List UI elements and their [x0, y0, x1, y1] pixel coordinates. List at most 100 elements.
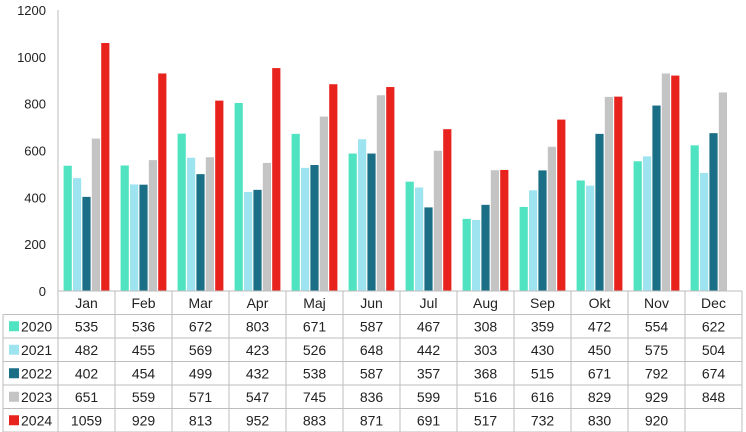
table-cell-value: 622 — [702, 318, 726, 334]
bar-2020-Okt — [576, 180, 585, 291]
table-cell-value: 671 — [588, 365, 612, 381]
bar-2020-Jan — [63, 165, 72, 291]
table-cell-value: 303 — [474, 342, 498, 358]
table-cell-value: 535 — [75, 318, 99, 334]
bar-2021-Feb — [130, 184, 139, 291]
legend-swatch-2021 — [9, 344, 19, 355]
category-label: Dec — [701, 295, 726, 311]
bar-2022-Jan — [82, 196, 91, 291]
bar-2022-Maj — [310, 165, 319, 291]
category-label: Nov — [644, 295, 669, 311]
table-cell-value: 423 — [246, 342, 270, 358]
table-cell-value: 515 — [531, 365, 555, 381]
table-cell-value: 848 — [702, 389, 726, 405]
bar-2021-Jan — [73, 178, 82, 291]
table-cell-value: 920 — [645, 412, 669, 428]
bar-2022-Jun — [367, 153, 376, 291]
table-cell-value: 575 — [645, 342, 669, 358]
bar-2024-Sep — [557, 119, 566, 291]
bar-2023-Sep — [547, 146, 556, 291]
table-cell-value: 929 — [645, 389, 669, 405]
table-cell-value: 308 — [474, 318, 498, 334]
bar-2024-Apr — [272, 68, 281, 291]
series-label: 2022 — [21, 365, 52, 381]
series-label: 2024 — [21, 412, 52, 428]
table-cell-value: 482 — [75, 342, 99, 358]
table-cell-value: 430 — [531, 342, 555, 358]
bar-2024-Aug — [500, 169, 509, 291]
bars — [63, 43, 727, 292]
bar-2022-Okt — [595, 133, 604, 291]
y-tick-label: 1000 — [17, 50, 46, 65]
legend-swatch-2020 — [9, 321, 19, 332]
bar-2021-Okt — [586, 185, 595, 292]
bar-2024-Maj — [329, 84, 338, 291]
table-cell-value: 671 — [303, 318, 327, 334]
table-cell-value: 454 — [132, 365, 156, 381]
bar-2020-Feb — [120, 165, 129, 291]
bar-2020-Apr — [234, 102, 243, 292]
series-label: 2023 — [21, 389, 52, 405]
table-cell-value: 745 — [303, 389, 327, 405]
bar-2022-Mar — [196, 174, 205, 291]
table-cell-value: 1059 — [71, 412, 102, 428]
bar-2022-Apr — [253, 189, 262, 291]
category-label: Aug — [473, 295, 498, 311]
bar-2023-Jun — [376, 95, 385, 292]
bar-2024-Jul — [443, 129, 452, 291]
table-cell-value: 569 — [189, 342, 213, 358]
category-label: Mar — [188, 295, 212, 311]
table-cell-value: 517 — [474, 412, 498, 428]
bar-2024-Okt — [614, 96, 623, 291]
table-cell-value: 929 — [132, 412, 156, 428]
table-cell-value: 455 — [132, 342, 156, 358]
table-cell-value: 651 — [75, 389, 99, 405]
bar-2020-Nov — [633, 161, 642, 291]
table-cell-value: 359 — [531, 318, 555, 334]
bar-2020-Jun — [348, 153, 357, 291]
table-cell-value: 587 — [360, 318, 384, 334]
category-label: Maj — [303, 295, 326, 311]
table-cell-value: 536 — [132, 318, 156, 334]
table-cell-value: 450 — [588, 342, 612, 358]
bar-2021-Aug — [472, 220, 481, 291]
table-cell-value: 554 — [645, 318, 669, 334]
table-cell-value: 672 — [189, 318, 213, 334]
table-cell-value: 432 — [246, 365, 270, 381]
table-cell-value: 813 — [189, 412, 213, 428]
bar-2022-Sep — [538, 170, 547, 291]
bar-2023-Dec — [718, 92, 727, 292]
table-cell-value: 587 — [360, 365, 384, 381]
bar-2020-Jul — [405, 181, 414, 291]
bar-2022-Dec — [709, 133, 718, 291]
table-cell-value: 616 — [531, 389, 555, 405]
category-label: Jun — [360, 295, 383, 311]
bar-2024-Nov — [671, 75, 680, 291]
data-table: Jan Feb Mar Apr Maj Jun Jul Aug Sep Okt Nov Dec 2020… — [2, 290, 743, 432]
bar-2020-Mar — [177, 133, 186, 291]
table-cell-value: 516 — [474, 389, 498, 405]
table-cell-value: 538 — [303, 365, 327, 381]
bar-2023-Mar — [205, 157, 214, 291]
bar-2022-Nov — [652, 105, 661, 291]
category-label: Jul — [420, 295, 438, 311]
table-cell-value: 648 — [360, 342, 384, 358]
bar-2023-Maj — [319, 116, 328, 291]
bar-2023-Jul — [433, 150, 442, 291]
bar-2021-Maj — [301, 167, 310, 291]
table-cell-value: 442 — [417, 342, 441, 358]
table-cell-value: 829 — [588, 389, 612, 405]
bar-2024-Jan — [101, 43, 110, 291]
bar-2021-Sep — [529, 190, 538, 291]
y-tick-label: 1200 — [17, 3, 46, 18]
table-cell-value: 599 — [417, 389, 441, 405]
table-cell-value: 691 — [417, 412, 441, 428]
table-cell-value: 467 — [417, 318, 441, 334]
bar-2023-Aug — [490, 170, 499, 291]
table-cell-value: 792 — [645, 365, 669, 381]
table-cell-value: 472 — [588, 318, 612, 334]
table-cell-value: 571 — [189, 389, 213, 405]
y-tick-label: 0 — [39, 284, 46, 299]
y-tick-label: 800 — [24, 97, 46, 112]
